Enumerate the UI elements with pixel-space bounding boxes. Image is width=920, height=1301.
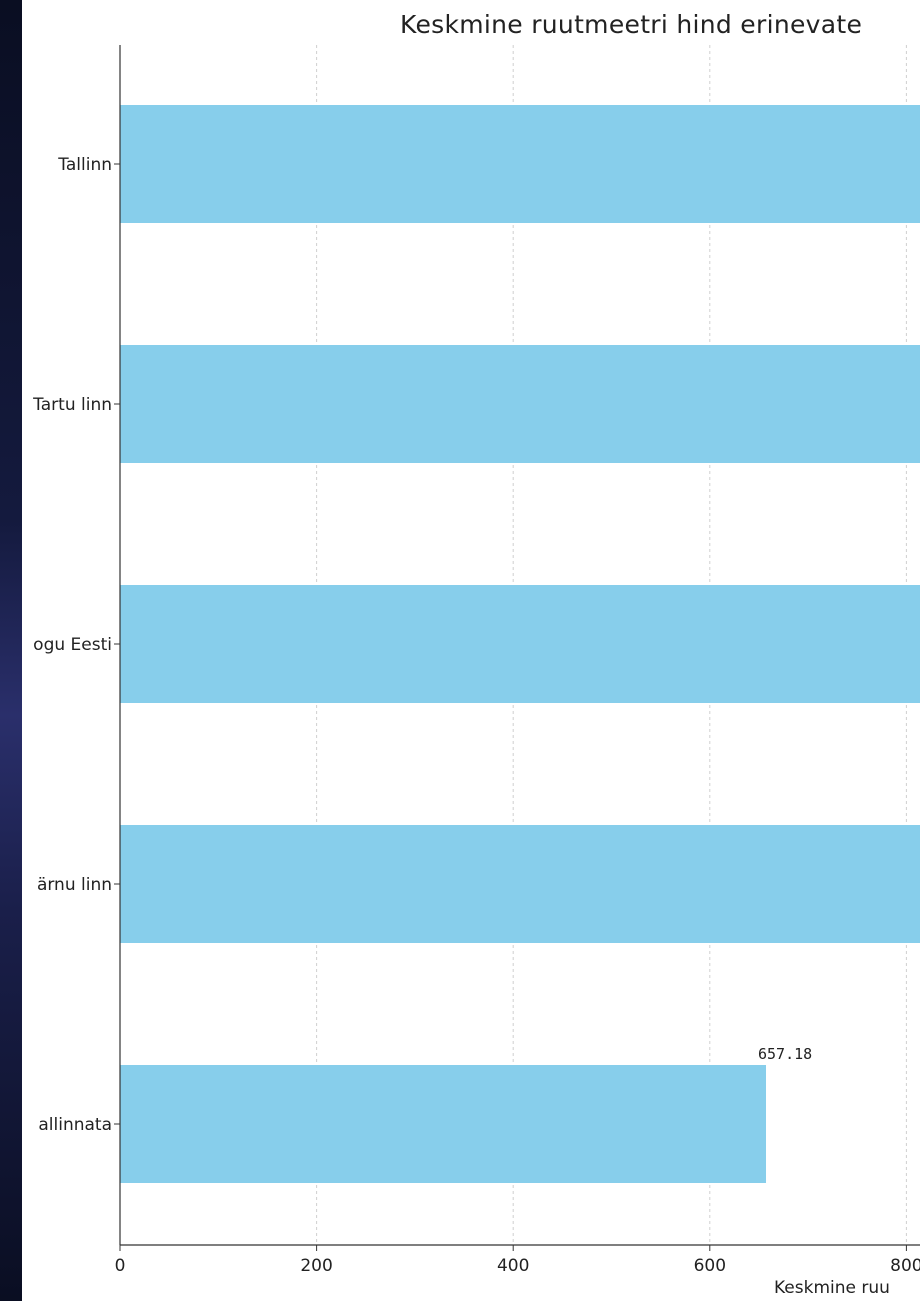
bar [120, 105, 920, 223]
x-tick-label: 0 [115, 1256, 126, 1276]
bar [120, 825, 920, 943]
y-category-label: ogu Eesti [33, 635, 112, 655]
y-category-label: allinnata [38, 1115, 112, 1135]
bar-chart: 0 200 400 600 800 Tallinn Tartu linn ogu Eesti ä… [32, 45, 920, 1298]
x-axis-label: Keskmine ruu [774, 1278, 890, 1298]
x-tick-label: 400 [497, 1256, 529, 1276]
bar [120, 1065, 767, 1183]
x-tick-label: 800 [890, 1256, 920, 1276]
data-label: 657.18 [758, 1045, 812, 1063]
chart-title: Keskmine ruutmeetri hind erinevate [400, 10, 863, 39]
bar [120, 585, 920, 703]
x-tick-label: 200 [300, 1256, 332, 1276]
y-category-label: ärnu linn [37, 875, 112, 895]
bar [120, 345, 920, 463]
background-strip [0, 0, 22, 1301]
x-tick-label: 600 [694, 1256, 726, 1276]
chart-canvas: Keskmine ruutmeetri hind erinevate 0 200 4… [22, 0, 920, 1301]
y-category-label: Tallinn [57, 155, 112, 175]
y-category-label: Tartu linn [32, 395, 112, 415]
